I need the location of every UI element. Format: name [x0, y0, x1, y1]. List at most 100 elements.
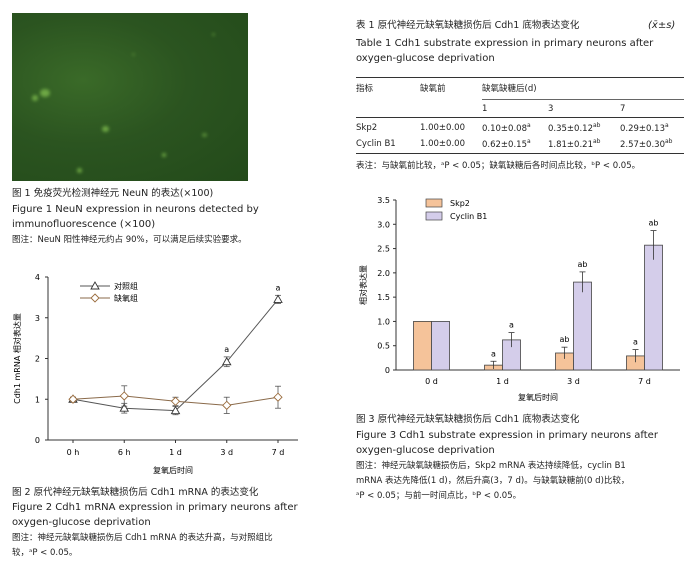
x-tick-label: 0 d: [425, 377, 438, 386]
table-row-skp2: Skp2 1.00±0.00 0.10±0.08a 0.35±0.12ab 0.…: [356, 120, 684, 136]
y-axis-label: Cdh1 mRNA 相对表达量: [12, 313, 22, 404]
fig1-caption-en-2: immunofluorescence (×100): [12, 219, 156, 230]
bar-cyclin-b1: [573, 281, 592, 371]
fig3-caption-cn: 图 3 原代神经元缺氧缺糖损伤后 Cdh1 底物表达变化: [356, 414, 580, 425]
significance-label: a: [224, 345, 229, 354]
fig1-caption-cn: 图 1 免疫荧光检测神经元 NeuN 的表达(×100): [12, 188, 214, 199]
x-tick-label: 3 d: [567, 377, 580, 386]
y-tick-label: 1.5: [377, 293, 390, 302]
fig3-note-2: mRNA 表达先降低(1 d)，然后升高(3，7 d)。与缺氧缺糖前(0 d)比…: [356, 476, 630, 486]
bar-cyclin-b1: [431, 321, 450, 371]
fig2-caption-en-1: Figure 2 Cdh1 mRNA expression in primary…: [12, 502, 298, 513]
significance-label: a: [491, 349, 496, 358]
fig3-caption-en-1: Figure 3 Cdh1 substrate expression in pr…: [356, 430, 658, 441]
cell-d7: 0.29±0.13: [620, 123, 665, 134]
y-axis-label: 相对表达量: [358, 265, 368, 305]
table1-title-en-1: Table 1 Cdh1 substrate expression in pri…: [356, 38, 654, 49]
x-axis-label: 复氧后时间: [153, 465, 193, 475]
th-indicator: 指标: [356, 84, 374, 94]
legend-swatch: [425, 211, 443, 221]
table1-title-stat: (x̄±s): [648, 20, 676, 31]
significance-label: ab: [649, 219, 659, 228]
fig2-line-chart: 0 1 2 3 4 0 h 6 h 1 d 3 d 7 d 复氧后时间 Cdh1 mRNA 相对表达量…: [12, 273, 298, 475]
significance-label: a: [509, 321, 514, 330]
legend-label: 缺氧组: [114, 293, 138, 303]
legend-swatch: [425, 198, 443, 208]
fig3-note-1: 图注：神经元缺氧缺糖损伤后，Skp2 mRNA 表达持续降低，cyclin B1: [356, 461, 626, 471]
cell-name: Cyclin B1: [356, 139, 396, 149]
legend-label: 对照组: [114, 281, 138, 291]
cell-d3: 0.35±0.12: [548, 123, 593, 134]
bar-cyclin-b1: [644, 244, 663, 371]
x-tick-label: 3 d: [220, 448, 233, 457]
data-point-diamond: [170, 396, 181, 406]
y-tick-label: 3.0: [377, 220, 390, 229]
data-point-diamond: [273, 392, 283, 402]
fig2-note-1: 图注：神经元缺氧缺糖损伤后 Cdh1 mRNA 的表达升高，与对照组比: [12, 533, 273, 543]
cell-d3: 1.81±0.21: [548, 139, 593, 150]
legend-marker: [90, 281, 100, 290]
th-d1: 1: [482, 104, 488, 114]
table-span-rule: [482, 99, 684, 100]
x-tick-label: 7 d: [272, 448, 285, 457]
y-tick-label: 3: [35, 314, 40, 323]
table1-title-en-2: oxygen-glucose deprivation: [356, 53, 495, 64]
y-tick-label: 0: [35, 436, 40, 445]
x-tick-label: 6 h: [118, 448, 131, 457]
fig2-caption-en-2: oxygen-glucose deprivation: [12, 517, 151, 528]
significance-label: ab: [578, 260, 588, 269]
neun-micrograph: [12, 13, 248, 181]
fig1-caption-en-1: Figure 1 NeuN expression in neurons dete…: [12, 204, 259, 215]
data-point-triangle: [221, 356, 232, 366]
th-d3: 3: [548, 104, 554, 114]
sup-d7: a: [664, 122, 669, 130]
y-tick-label: 0.5: [377, 342, 390, 351]
x-tick-label: 1 d: [169, 448, 182, 457]
cell-d1: 0.10±0.08: [482, 123, 527, 134]
sup-d1: a: [526, 122, 531, 130]
y-tick-label: 1: [35, 395, 40, 404]
fig2-note-2: 较，ᵃP < 0.05。: [12, 548, 78, 558]
cell-d1: 0.62±0.15: [482, 139, 527, 150]
data-point-triangle: [273, 294, 283, 303]
table1-title-cn: 表 1 原代神经元缺氧缺糖损伤后 Cdh1 底物表达变化: [356, 20, 580, 31]
bar-skp2: [413, 321, 432, 371]
data-point-diamond: [68, 394, 78, 404]
data-point-diamond: [222, 400, 232, 410]
cell-before: 1.00±0.00: [420, 123, 465, 133]
legend-label: Cyclin B1: [450, 212, 487, 221]
y-tick-label: 3.5: [377, 196, 390, 205]
y-tick-label: 0: [385, 366, 390, 375]
y-tick-label: 2: [35, 355, 40, 364]
data-point-diamond: [119, 391, 129, 401]
cell-before: 1.00±0.00: [420, 139, 465, 149]
data-point-triangle: [119, 403, 130, 412]
data-point-triangle: [170, 405, 181, 415]
sup-d3: ab: [592, 138, 601, 146]
cell-d7: 2.57±0.30: [620, 139, 665, 150]
th-before: 缺氧前: [420, 84, 446, 94]
fig3-caption-en-2: oxygen-glucose deprivation: [356, 445, 495, 456]
table-top-rule: [356, 77, 684, 78]
significance-label: a: [276, 283, 281, 292]
table-bottom-rule: [356, 153, 684, 154]
legend-label: Skp2: [450, 199, 470, 208]
legend-marker: [90, 293, 100, 303]
significance-label: ab: [560, 335, 570, 344]
x-tick-label: 0 h: [67, 448, 80, 457]
y-tick-label: 4: [35, 273, 40, 282]
fig3-bar-chart: 0 0.5 1.0 1.5 2.0 2.5 3.0 3.5 0 d 1 d 3 d 7 d 复氧后时间 相…: [358, 196, 680, 402]
fig2-caption-cn: 图 2 原代神经元缺氧缺糖损伤后 Cdh1 mRNA 的表达变化: [12, 487, 259, 498]
x-axis-label: 复氧后时间: [518, 392, 558, 402]
y-tick-label: 2.0: [377, 269, 390, 278]
y-tick-label: 1.0: [377, 317, 390, 326]
table-header-rule: [356, 117, 684, 118]
th-d7: 7: [620, 104, 626, 114]
fig3-note-3: ᵃP < 0.05；与前一时间点比，ᵇP < 0.05。: [356, 491, 522, 501]
sup-d1: a: [526, 138, 531, 146]
y-tick-label: 2.5: [377, 245, 390, 254]
cell-name: Skp2: [356, 123, 378, 133]
th-ogd: 缺氧缺糖后(d): [482, 84, 537, 94]
sup-d3: ab: [592, 122, 601, 130]
significance-label: a: [633, 338, 638, 347]
